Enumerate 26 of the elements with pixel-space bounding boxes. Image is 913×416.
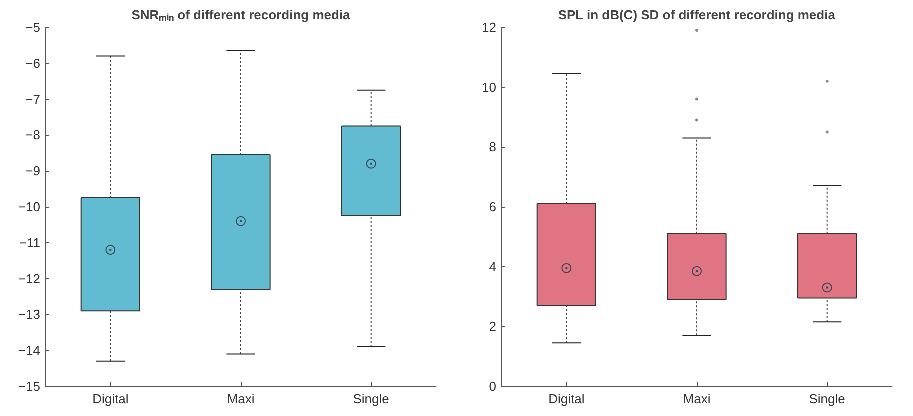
y-tick-label: −6 — [26, 56, 41, 71]
y-tick-label: 12 — [482, 20, 497, 35]
y-tick-label: 0 — [489, 379, 497, 394]
y-tick-label: 2 — [489, 319, 497, 334]
x-tick-label: Single — [809, 392, 846, 406]
y-tick-label: 10 — [482, 80, 497, 95]
y-tick-label: 6 — [489, 200, 497, 214]
x-tick-label: Maxi — [227, 392, 255, 406]
y-tick-label: −9 — [26, 164, 41, 179]
x-tick-label: Digital — [92, 392, 129, 406]
y-tick-label: −12 — [18, 271, 41, 286]
y-tick-label: −5 — [26, 20, 41, 35]
y-tick-label: −14 — [18, 343, 41, 358]
y-tick-label: −7 — [26, 92, 41, 107]
x-tick-label: Maxi — [683, 392, 711, 406]
y-tick-label: 8 — [489, 140, 497, 155]
y-tick-label: −13 — [18, 307, 41, 322]
y-tick-label: −8 — [26, 128, 41, 143]
y-tick-label: −10 — [18, 200, 41, 214]
y-tick-label: −15 — [18, 379, 41, 394]
y-tick-label: −11 — [19, 235, 41, 250]
chart-title: SNRₘᵢₙ of different recording media — [132, 8, 352, 22]
chart-title: SPL in dB(C) SD of different recording media — [558, 8, 836, 22]
y-tick-label: 4 — [489, 259, 497, 274]
x-tick-label: Single — [353, 392, 390, 406]
x-tick-label: Digital — [548, 392, 585, 406]
